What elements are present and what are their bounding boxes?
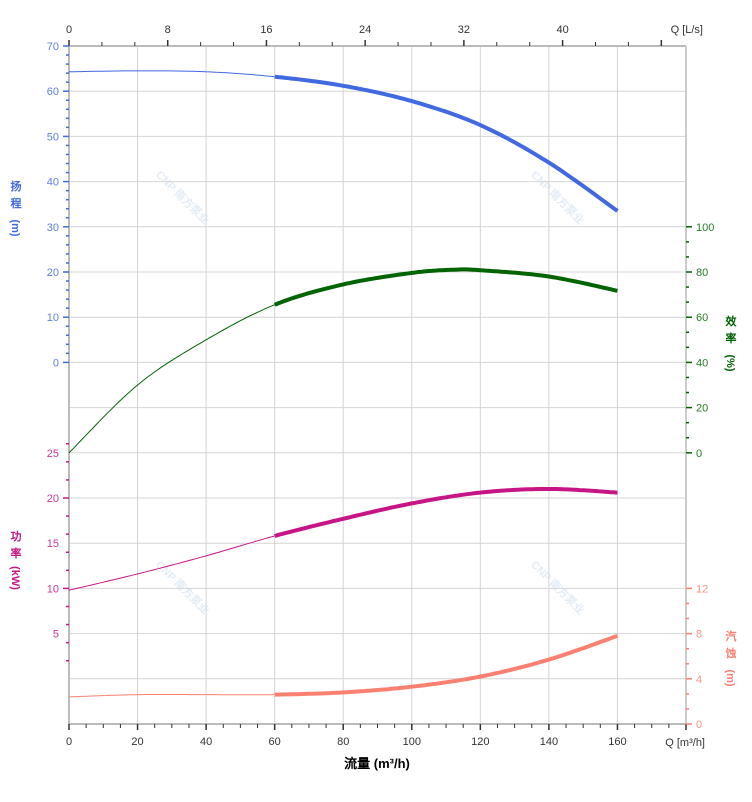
npsh-curve-operating <box>274 634 619 697</box>
efficiency-axis-title: 率 <box>726 331 737 345</box>
efficiency-axis-title: (%) <box>724 354 736 371</box>
efficiency-axis-tick-label: 20 <box>696 403 708 415</box>
power-axis-tick-label: 15 <box>47 538 59 550</box>
head-curve-extended <box>68 70 275 78</box>
npsh-curve-extended <box>68 694 275 698</box>
efficiency-axis-tick-label: 0 <box>696 448 702 460</box>
x-axis-tick-label: 140 <box>540 736 558 748</box>
head-axis-title: 扬 <box>11 179 22 193</box>
head-axis-title: (m) <box>9 219 21 236</box>
head-axis-tick-label: 40 <box>47 177 59 189</box>
watermark-logo: CNP 南方泵业 <box>153 557 212 616</box>
head-axis-tick-label: 20 <box>47 267 59 279</box>
head-axis-tick-label: 50 <box>47 131 59 143</box>
x2-axis-tick-label: 32 <box>458 24 470 36</box>
x2-axis-tick-label: 0 <box>66 24 72 36</box>
x-axis-tick-label: 0 <box>66 736 72 748</box>
head-axis-tick-label: 0 <box>53 357 59 369</box>
watermark-logo: CNP 南方泵业 <box>153 167 212 226</box>
power-axis-tick-label: 25 <box>47 448 59 460</box>
head-axis-title: 程 <box>11 196 22 210</box>
npsh-axis-tick-label: 4 <box>696 674 702 686</box>
x-axis-title: 流量 (m³/h) <box>344 756 410 771</box>
power-curve-operating <box>274 487 618 538</box>
x-axis-tick-label: 20 <box>131 736 143 748</box>
x-axis-tick-label: 120 <box>471 736 489 748</box>
power-axis-tick-label: 20 <box>47 493 59 505</box>
power-axis-tick-label: 10 <box>47 583 59 595</box>
npsh-axis-tick-label: 0 <box>696 719 702 731</box>
efficiency-axis-tick-label: 100 <box>696 222 714 234</box>
x2-axis-tick-label: 16 <box>260 24 272 36</box>
x-axis-tick-label: 40 <box>200 736 212 748</box>
npsh-axis-tick-label: 8 <box>696 629 702 641</box>
power-axis-title: 率 <box>11 546 22 560</box>
npsh-axis-title: 汽 <box>726 629 737 643</box>
efficiency-axis-tick-label: 80 <box>696 267 708 279</box>
npsh-axis-tick-label: 12 <box>696 583 708 595</box>
x2-axis-tick-label: 40 <box>556 24 568 36</box>
x-axis-tick-label: 100 <box>403 736 421 748</box>
efficiency-axis-tick-label: 40 <box>696 357 708 369</box>
efficiency-axis-title: 效 <box>726 314 738 328</box>
head-axis-tick-label: 70 <box>47 41 59 53</box>
head-curve-operating <box>274 74 619 213</box>
head-axis-tick-label: 10 <box>47 312 59 324</box>
grid <box>68 45 687 725</box>
x-axis-unit-label: Q [m³/h] <box>665 737 705 749</box>
efficiency-curve-operating <box>273 267 618 307</box>
power-axis-title: (kW) <box>9 566 21 590</box>
efficiency-curve-extended <box>68 304 275 454</box>
power-axis-title: 功 <box>11 529 22 543</box>
x-axis-tick-label: 80 <box>337 736 349 748</box>
watermark-layer: CNP 南方泵业 CNP 南方泵业 CNP 南方泵业 CNP 南方泵业 <box>153 167 587 616</box>
power-axis-tick-label: 5 <box>53 629 59 641</box>
x-axis-tick-label: 160 <box>608 736 626 748</box>
watermark-logo: CNP 南方泵业 <box>528 167 587 226</box>
x-axis-tick-label: 60 <box>269 736 281 748</box>
x2-axis-tick-label: 8 <box>165 24 171 36</box>
efficiency-axis-tick-label: 60 <box>696 312 708 324</box>
npsh-axis-title: (m) <box>724 669 736 686</box>
curves <box>68 70 619 698</box>
x2-axis-tick-label: 24 <box>359 24 371 36</box>
head-axis-tick-label: 30 <box>47 222 59 234</box>
power-curve-extended <box>68 535 275 591</box>
npsh-axis-title: 蚀 <box>725 646 737 660</box>
watermark-logo: CNP 南方泵业 <box>528 557 587 616</box>
x2-axis-unit-label: Q [L/s] <box>671 24 703 36</box>
head-axis-tick-label: 60 <box>47 86 59 98</box>
